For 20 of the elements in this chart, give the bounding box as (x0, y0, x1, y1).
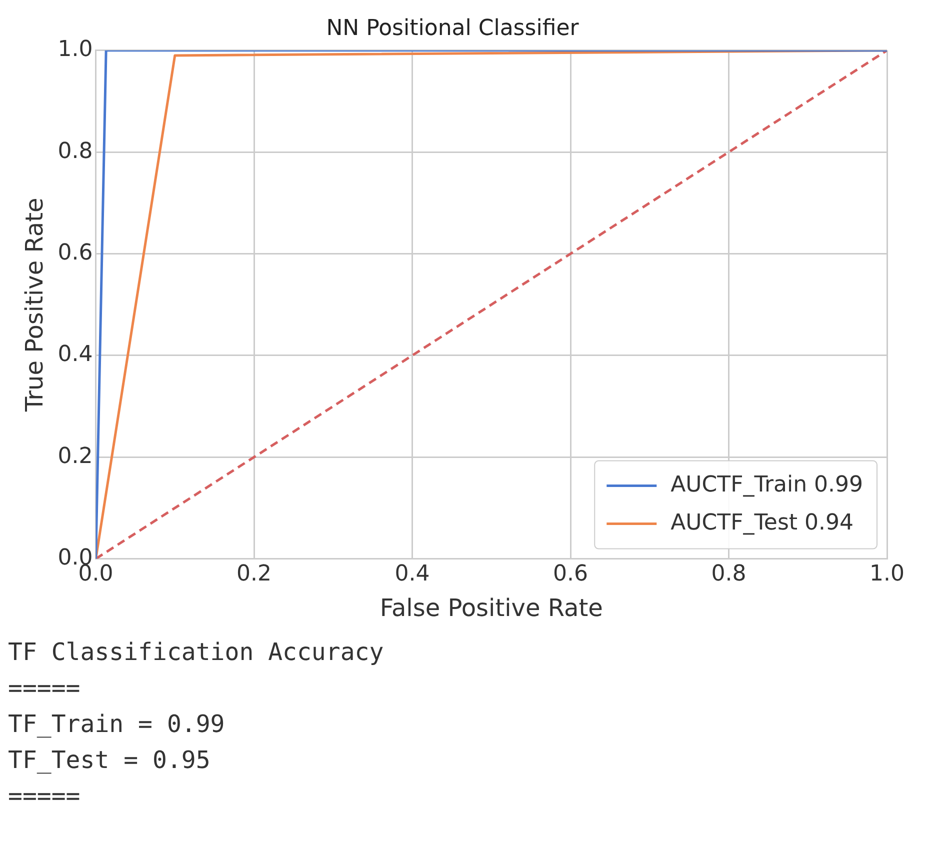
y-tick-label: 0.8 (58, 138, 93, 164)
text: TF_Train = 0.99 (8, 709, 226, 740)
text: ===== (8, 673, 82, 704)
text: TF Classification Accuracy (8, 637, 385, 668)
y-tick-label: 0.2 (58, 444, 93, 469)
x-tick-label: 0.8 (711, 562, 746, 587)
y-axis-title: True Positive Rate (20, 198, 49, 412)
x-tick-label: 0.2 (236, 562, 272, 587)
y-tick-label: 1.0 (58, 37, 93, 62)
text: TF_Test = 0.95 (8, 745, 212, 776)
chart-title: NN Positional Classifier (326, 16, 580, 41)
legend-label: AUCTF_Test 0.94 (670, 510, 854, 536)
y-tick-label: 0.4 (58, 342, 93, 368)
y-tick-label: 0.6 (58, 240, 93, 266)
x-tick-label: 0.6 (553, 562, 588, 587)
legend-label: AUCTF_Train 0.99 (670, 472, 864, 498)
x-tick-label: 0.4 (394, 562, 430, 587)
text: ===== (8, 781, 82, 812)
x-axis-title: False Positive Rate (380, 594, 603, 622)
x-tick-label: 1.0 (870, 562, 904, 587)
